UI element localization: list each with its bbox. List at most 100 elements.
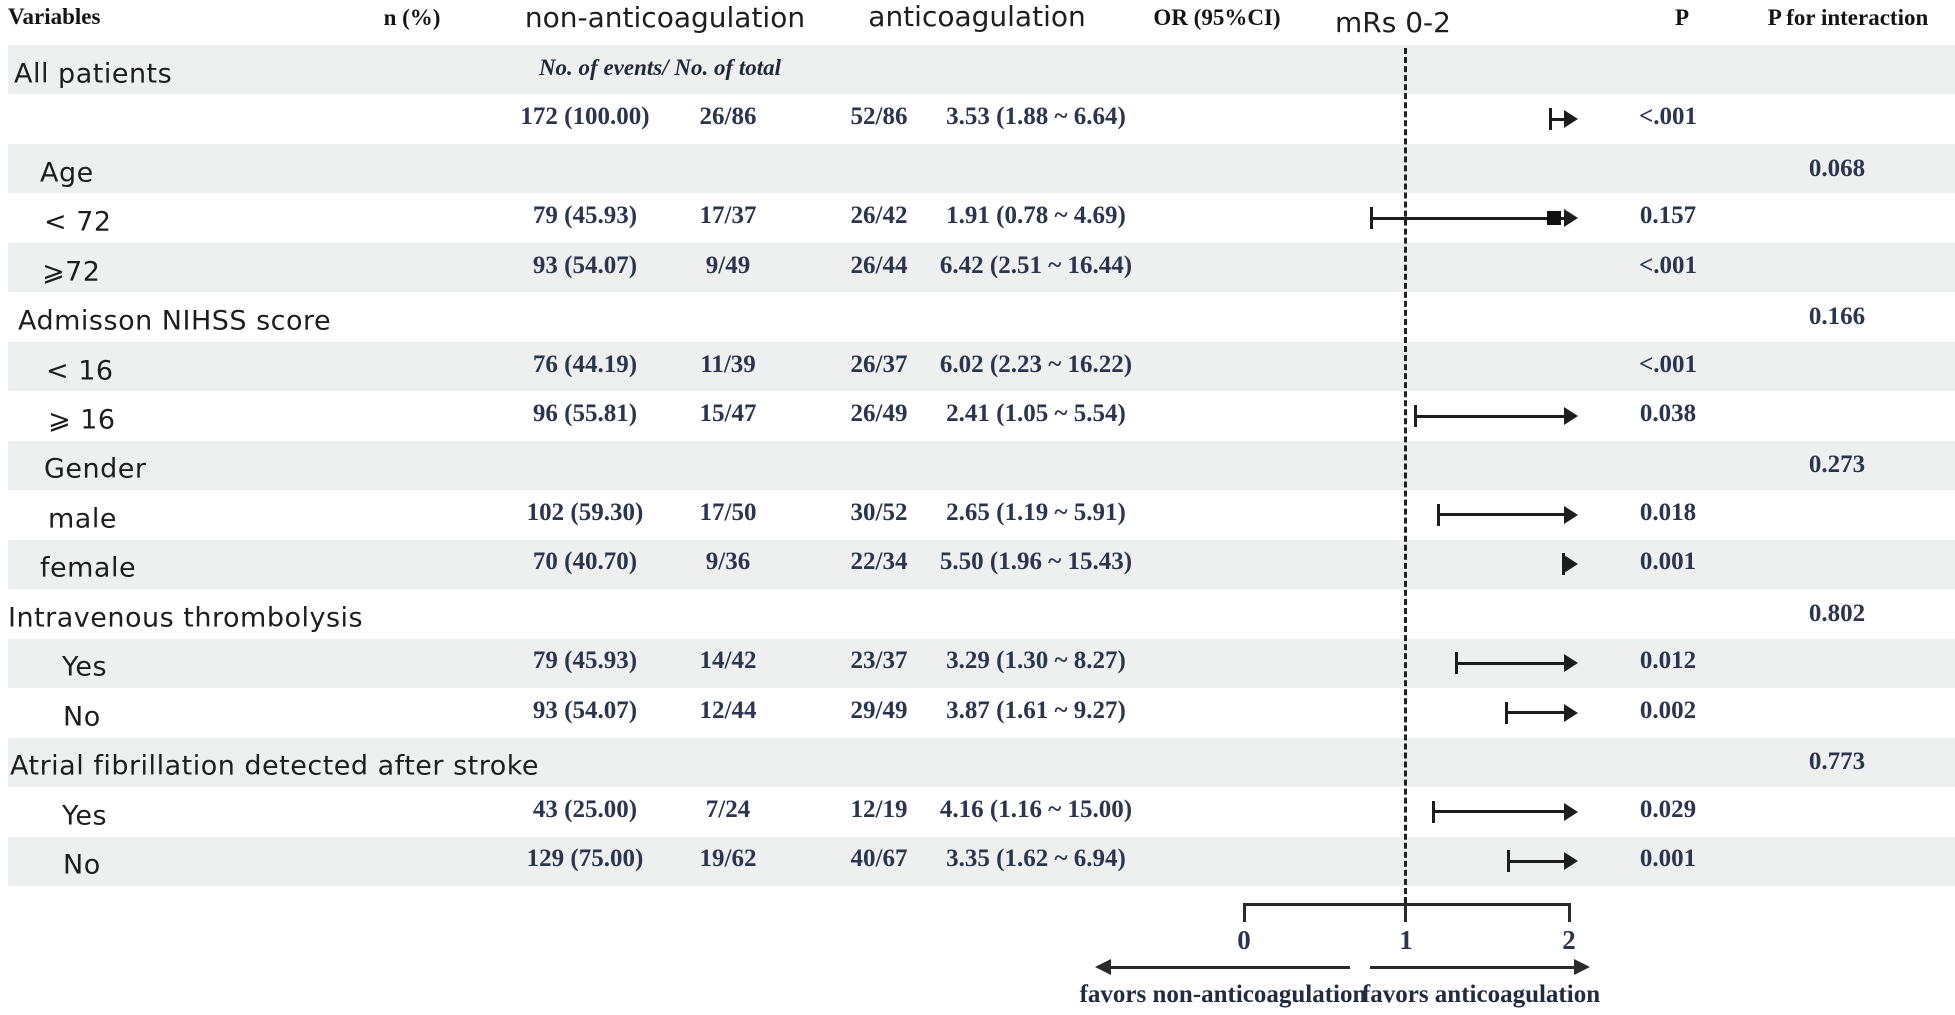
n-percent-cell: 129 (75.00)	[526, 845, 644, 873]
column-header-p: P	[1674, 5, 1690, 30]
column-header-n-percent: n (%)	[383, 5, 441, 30]
anticoagulation-events-cell: 26/49	[850, 400, 908, 428]
variable-label: ⩾ 16	[48, 404, 116, 436]
column-header-p-interaction: P for interaction	[1767, 5, 1929, 30]
ci-lower-cap	[1432, 800, 1436, 823]
or-ci-cell: 2.41 (1.05 ~ 5.54)	[946, 400, 1126, 428]
variable-label: All patients	[14, 58, 173, 90]
p-value-cell: <.001	[1639, 350, 1697, 378]
or-axis-tick-2	[1568, 903, 1571, 922]
ci-upper-arrow-icon	[1564, 110, 1578, 129]
or-axis-label-2: 2	[1562, 925, 1576, 955]
or-axis-tick-1	[1404, 903, 1407, 922]
or-ci-cell: 2.65 (1.19 ~ 5.91)	[946, 498, 1126, 526]
n-percent-cell: 93 (54.07)	[532, 696, 638, 724]
favors-right-arrow-head-icon	[1574, 959, 1590, 975]
favors-non-anticoagulation-label: favors non-anticoagulation	[1079, 981, 1367, 1008]
variable-label: Intravenous thrombolysis	[8, 602, 364, 634]
p-value-cell: 0.001	[1639, 548, 1697, 576]
row-band	[8, 737, 1955, 788]
anticoagulation-events-cell: 26/37	[850, 350, 908, 378]
variable-label: No	[63, 701, 101, 733]
column-header-or-ci: OR (95%CI)	[1153, 5, 1281, 30]
n-percent-cell: 102 (59.30)	[526, 498, 644, 526]
non-anticoagulation-events-cell: 17/37	[699, 202, 757, 230]
favors-right-arrow-shaft	[1370, 966, 1576, 969]
ci-upper-arrow-icon	[1564, 703, 1578, 722]
ci-upper-arrow-icon	[1564, 555, 1578, 574]
events-subtitle: No. of events/ No. of total	[538, 54, 782, 80]
column-header-non-anticoagulation: non-anticoagulation	[524, 1, 806, 34]
favors-left-arrow-shaft	[1108, 966, 1350, 969]
ci-lower-cap	[1505, 701, 1509, 724]
non-anticoagulation-events-cell: 17/50	[699, 498, 757, 526]
n-percent-cell: 79 (45.93)	[532, 202, 638, 230]
anticoagulation-events-cell: 30/52	[850, 498, 908, 526]
p-value-cell: <.001	[1639, 251, 1697, 279]
p-interaction-cell: 0.273	[1808, 451, 1866, 479]
p-interaction-cell: 0.802	[1808, 599, 1866, 627]
row-band	[8, 341, 1955, 392]
non-anticoagulation-events-cell: 7/24	[705, 795, 751, 823]
variable-label: Atrial fibrillation detected after strok…	[10, 750, 540, 782]
column-header-anticoagulation: anticoagulation	[868, 0, 1086, 33]
or-ci-cell: 3.87 (1.61 ~ 9.27)	[946, 696, 1126, 724]
or-ci-cell: 3.29 (1.30 ~ 8.27)	[946, 647, 1126, 675]
p-value-cell: 0.012	[1639, 647, 1697, 675]
or-ci-cell: 6.42 (2.51 ~ 16.44)	[939, 251, 1133, 279]
ci-whisker-line	[1507, 859, 1566, 863]
p-interaction-cell: 0.773	[1808, 748, 1866, 776]
ci-whisker-line	[1454, 661, 1566, 665]
or-ci-cell: 3.35 (1.62 ~ 6.94)	[946, 845, 1126, 873]
anticoagulation-events-cell: 26/44	[850, 251, 908, 279]
variable-label: Admisson NIHSS score	[18, 305, 332, 337]
ci-whisker-line	[1414, 414, 1566, 418]
anticoagulation-events-cell: 40/67	[850, 845, 908, 873]
anticoagulation-events-cell: 52/86	[850, 103, 908, 131]
ci-upper-arrow-icon	[1564, 802, 1578, 821]
or-ci-cell: 5.50 (1.96 ~ 15.43)	[939, 548, 1133, 576]
row-band	[8, 638, 1955, 689]
anticoagulation-events-cell: 22/34	[850, 548, 908, 576]
variable-label: female	[40, 552, 137, 584]
n-percent-cell: 76 (44.19)	[532, 350, 638, 378]
variable-label: < 72	[44, 206, 112, 238]
ci-whisker-line	[1432, 810, 1566, 814]
p-value-cell: 0.038	[1639, 400, 1697, 428]
variable-label: male	[48, 503, 117, 535]
ci-upper-arrow-icon	[1564, 654, 1578, 673]
ci-lower-cap	[1549, 108, 1553, 131]
or-point-marker	[1547, 211, 1562, 226]
ci-upper-arrow-icon	[1564, 505, 1578, 524]
or-ci-cell: 3.53 (1.88 ~ 6.64)	[946, 103, 1126, 131]
or-axis-label-0: 0	[1237, 925, 1251, 955]
non-anticoagulation-events-cell: 26/86	[699, 103, 757, 131]
row-band	[8, 836, 1955, 886]
variable-label: ⩾72	[42, 256, 101, 288]
p-interaction-cell: 0.068	[1808, 154, 1866, 182]
non-anticoagulation-events-cell: 19/62	[699, 845, 757, 873]
anticoagulation-events-cell: 26/42	[850, 202, 908, 230]
p-value-cell: 0.018	[1639, 498, 1697, 526]
p-value-cell: 0.157	[1639, 202, 1697, 230]
non-anticoagulation-events-cell: 15/47	[699, 400, 757, 428]
ci-lower-cap	[1507, 850, 1511, 873]
anticoagulation-events-cell: 12/19	[850, 795, 908, 823]
n-percent-cell: 96 (55.81)	[532, 400, 638, 428]
variable-label: Age	[40, 157, 94, 189]
ci-upper-arrow-icon	[1564, 852, 1578, 871]
ci-lower-cap	[1562, 553, 1566, 576]
p-value-cell: 0.029	[1639, 795, 1697, 823]
p-value-cell: 0.002	[1639, 696, 1697, 724]
ci-whisker-line	[1549, 117, 1566, 121]
n-percent-cell: 70 (40.70)	[532, 548, 638, 576]
ci-upper-arrow-icon	[1564, 407, 1578, 426]
or-ci-cell: 6.02 (2.23 ~ 16.22)	[939, 350, 1133, 378]
n-percent-cell: 79 (45.93)	[532, 647, 638, 675]
p-value-cell: 0.001	[1639, 845, 1697, 873]
or-ci-cell: 1.91 (0.78 ~ 4.69)	[946, 202, 1126, 230]
ci-lower-cap	[1436, 503, 1440, 526]
row-band	[8, 440, 1955, 491]
anticoagulation-events-cell: 29/49	[850, 696, 908, 724]
